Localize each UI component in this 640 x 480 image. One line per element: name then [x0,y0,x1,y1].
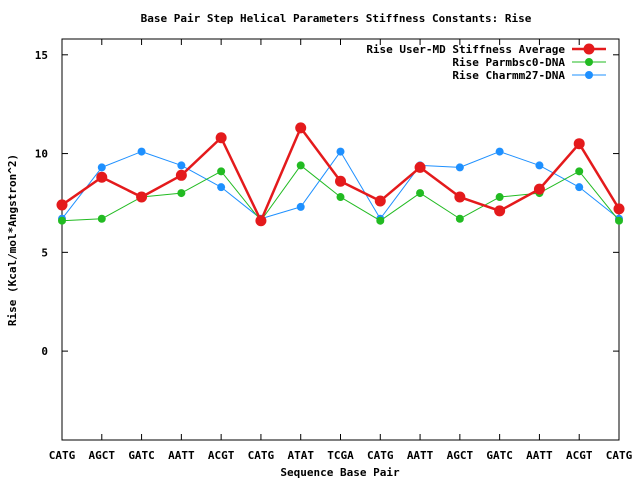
data-point [336,193,345,202]
data-point [177,189,186,198]
data-point [573,138,585,150]
x-tick-label: AATT [526,449,553,462]
data-point [336,147,345,156]
data-point [175,169,187,181]
x-axis-label: Sequence Base Pair [280,466,400,479]
series-line [61,126,621,222]
x-tick-label: GATC [486,449,513,462]
data-point [416,189,425,198]
legend-label: Rise Charmm27-DNA [452,69,565,82]
data-point [217,183,226,192]
legend-label: Rise User-MD Stiffness Average [366,43,565,56]
y-tick-label: 5 [41,246,48,259]
data-point [615,216,623,225]
x-tick-label: ACGT [566,449,593,462]
data-point [97,163,106,172]
data-point [296,161,305,170]
y-tick-label: 0 [41,345,48,358]
x-tick-label: AATT [407,449,434,462]
data-point [215,132,227,144]
x-tick-label: AGCT [89,449,116,462]
plot-frame [61,38,620,441]
data-point [335,175,346,187]
data-point [374,195,386,207]
y-axis-label: Rise (Kcal/mol*Angstron^2) [6,154,19,326]
data-point [455,214,464,223]
x-tick-label: ACGT [208,449,235,462]
data-point [177,161,186,170]
x-tick-label: TCGA [327,449,354,462]
x-tick-label: GATC [128,449,155,462]
data-point [376,216,385,225]
data-point [136,191,148,203]
data-point [414,161,426,173]
data-point [495,147,504,156]
legend-marker [585,58,593,66]
data-point [613,203,625,215]
x-tick-label: ATAT [287,449,314,462]
chart-title: Base Pair Step Helical Parameters Stiffn… [141,12,532,25]
legend-label: Rise Parmbsc0-DNA [452,56,565,69]
y-tick-labels: 0 5 10 15 [35,49,48,358]
x-tick-label: CATG [367,449,394,462]
axis-ticks [61,39,620,440]
x-tick-label: AATT [168,449,195,462]
data-point [296,202,305,211]
series-layer [56,122,625,227]
data-point [56,199,68,211]
data-point [575,183,584,192]
x-tick-labels: CATG AGCT GATC AATT ACGT CATG ATAT TCGA CATG AATT… [49,449,633,462]
x-tick-label: CATG [248,449,275,462]
data-point [137,147,146,156]
y-tick-label: 10 [35,148,48,161]
x-tick-label: CATG [49,449,76,462]
data-point [58,216,66,225]
data-point [533,183,545,195]
data-point [495,193,504,202]
data-point [575,167,584,176]
data-point [535,161,544,170]
data-point [455,163,464,172]
data-point [295,122,307,134]
data-point [454,191,466,203]
data-point [255,215,267,227]
legend-marker [585,71,593,79]
data-point [494,205,506,217]
data-point [96,171,108,183]
legend-marker [583,43,595,55]
series-0 [56,122,625,227]
series-2 [58,147,623,223]
data-point [97,214,106,223]
y-tick-label: 15 [35,49,48,62]
data-point [217,167,226,176]
x-tick-label: AGCT [447,449,474,462]
x-tick-label: CATG [606,449,633,462]
